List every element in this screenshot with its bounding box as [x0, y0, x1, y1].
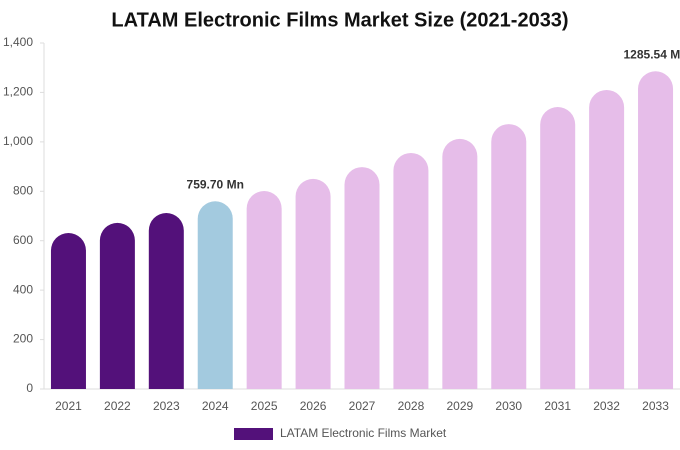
- x-tick-label: 2026: [300, 399, 327, 413]
- x-tick-label: 2030: [495, 399, 522, 413]
- y-tick-label: 200: [13, 332, 33, 346]
- bar: [197, 201, 233, 389]
- value-label: 759.70 Mn: [187, 177, 244, 191]
- y-tick-label: 1,400: [3, 35, 33, 49]
- x-tick-label: 2023: [153, 399, 180, 413]
- y-tick-label: 600: [13, 233, 33, 247]
- x-tick-label: 2033: [642, 399, 669, 413]
- bar: [393, 152, 429, 389]
- x-tick-label: 2029: [446, 399, 473, 413]
- y-tick-label: 800: [13, 183, 33, 197]
- value-label: 1285.54 Mn: [624, 47, 680, 61]
- y-tick-label: 0: [26, 381, 33, 395]
- bar: [99, 222, 135, 389]
- legend-label: LATAM Electronic Films Market: [280, 426, 447, 440]
- chart-title: LATAM Electronic Films Market Size (2021…: [111, 9, 568, 31]
- x-tick-label: 2025: [251, 399, 278, 413]
- y-tick-label: 400: [13, 282, 33, 296]
- y-tick-label: 1,200: [3, 85, 33, 99]
- bar: [344, 167, 380, 389]
- x-tick-label: 2024: [202, 399, 229, 413]
- x-tick-label: 2031: [544, 399, 571, 413]
- x-tick-label: 2021: [55, 399, 82, 413]
- legend-swatch: [234, 428, 273, 440]
- bar: [589, 89, 625, 389]
- bar: [442, 138, 478, 389]
- y-tick-label: 1,000: [3, 134, 33, 148]
- bar: [148, 213, 184, 389]
- x-tick-label: 2022: [104, 399, 131, 413]
- bar: [491, 124, 527, 389]
- bar: [540, 107, 576, 389]
- x-tick-label: 2027: [349, 399, 376, 413]
- bar: [638, 71, 674, 390]
- x-tick-label: 2032: [593, 399, 620, 413]
- bar: [295, 178, 331, 389]
- bar: [246, 191, 282, 389]
- x-tick-label: 2028: [398, 399, 425, 413]
- bar: [50, 233, 86, 389]
